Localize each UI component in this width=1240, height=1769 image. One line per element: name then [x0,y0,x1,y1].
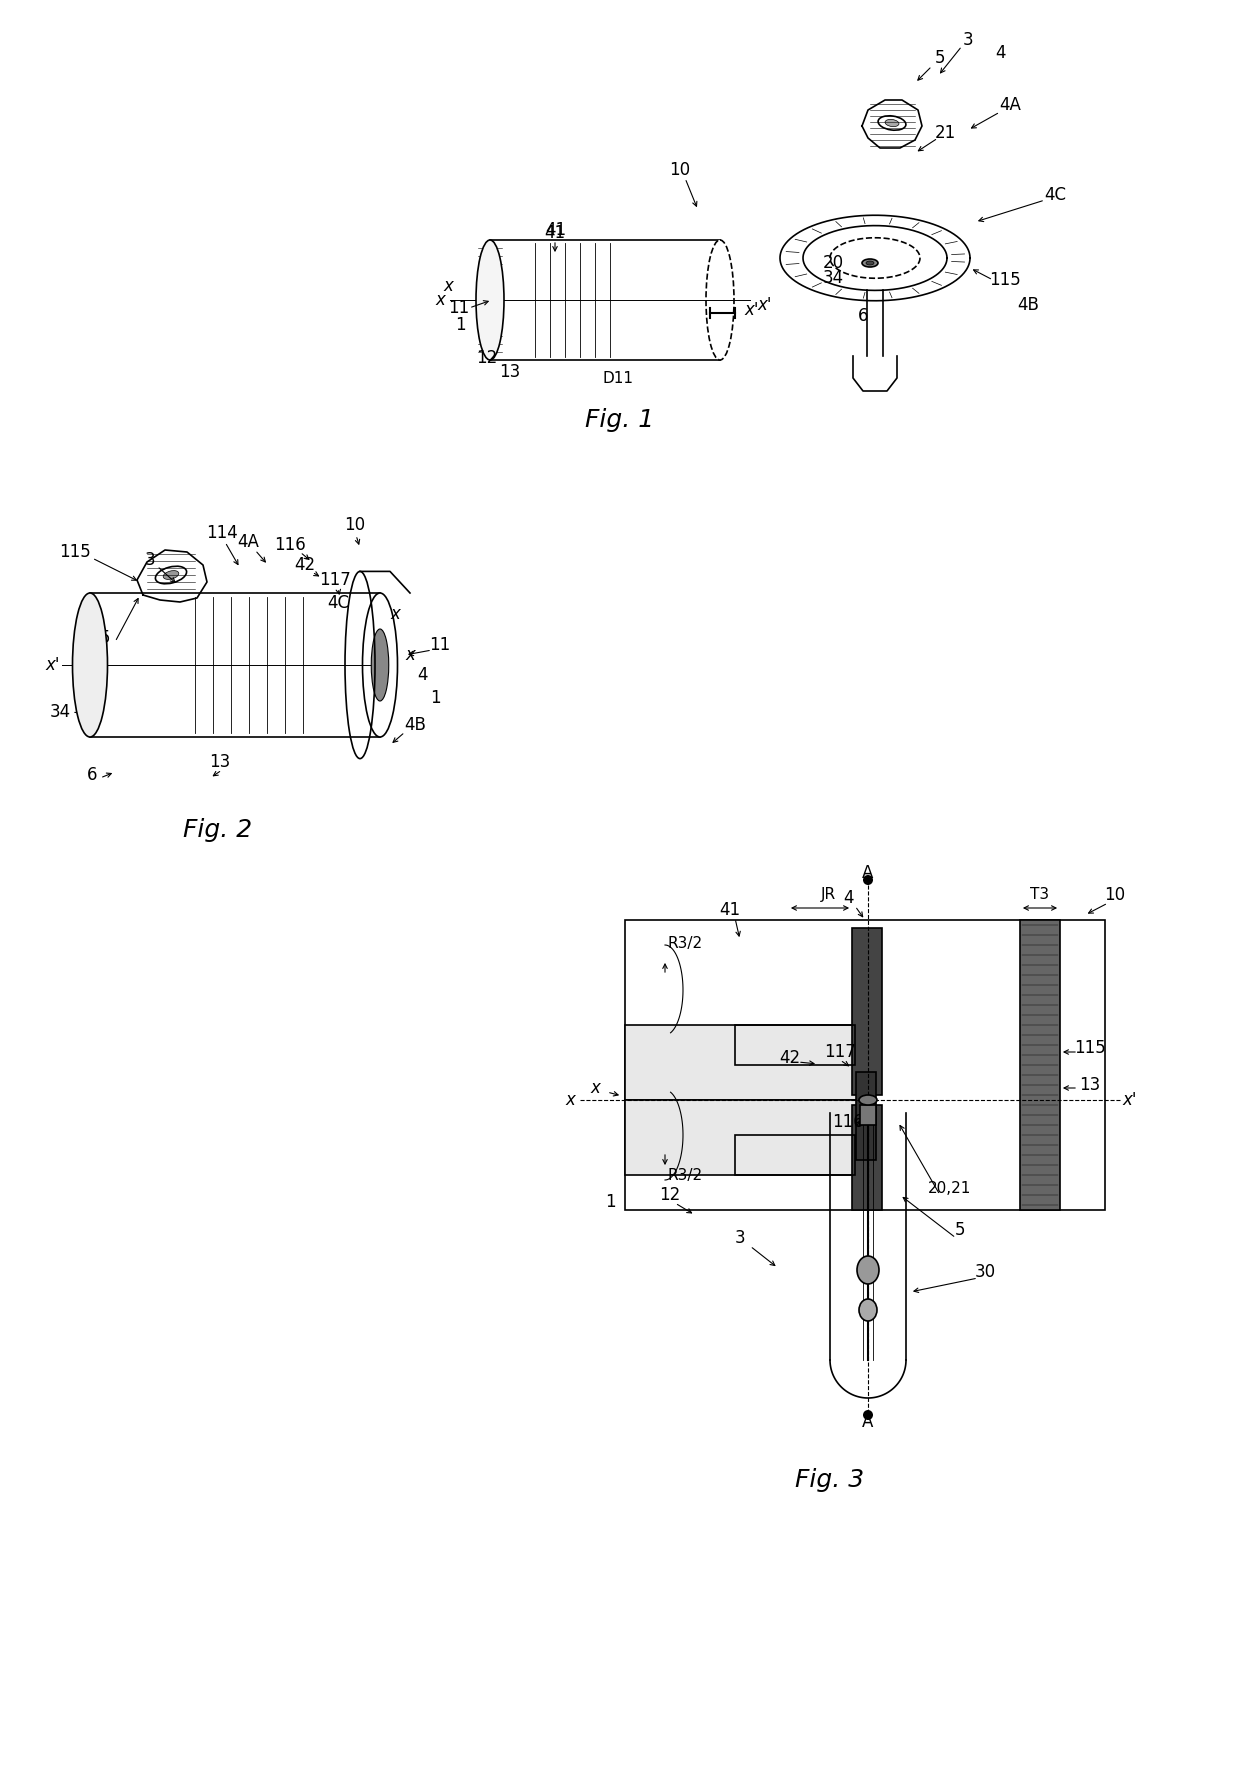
Text: 5: 5 [955,1221,965,1238]
Text: A: A [862,863,874,883]
Text: Fig. 1: Fig. 1 [585,409,655,432]
Text: Fig. 2: Fig. 2 [184,817,253,842]
Ellipse shape [72,593,108,738]
Text: A: A [862,1413,874,1431]
Ellipse shape [866,262,874,265]
Text: 1: 1 [430,688,440,708]
Bar [856,1072,875,1160]
Text: 117: 117 [825,1044,856,1061]
Ellipse shape [164,571,179,580]
Text: 1: 1 [455,317,465,334]
Text: x: x [443,278,453,295]
Text: 10: 10 [670,161,691,179]
Bar [861,1106,875,1125]
Ellipse shape [371,630,389,701]
Ellipse shape [476,241,503,361]
Text: x': x' [745,301,759,318]
Text: 6: 6 [87,766,97,784]
Bar [852,929,882,1095]
Text: 4: 4 [994,44,1006,62]
Text: D11: D11 [603,370,634,386]
Text: 41: 41 [546,221,567,239]
Text: 3: 3 [962,32,973,50]
Text: 13: 13 [210,754,231,771]
Text: 12: 12 [476,348,497,366]
Text: 4A: 4A [999,96,1021,113]
Text: 34: 34 [822,269,843,287]
Text: R3/2: R3/2 [667,936,703,950]
Text: JR: JR [821,886,836,902]
Text: 13: 13 [500,363,521,380]
Ellipse shape [857,1256,879,1284]
Text: 3: 3 [734,1229,745,1247]
Text: 116: 116 [832,1113,864,1130]
Text: 21: 21 [935,124,956,142]
Text: 42: 42 [294,555,315,573]
Text: 20: 20 [822,255,843,272]
Text: 4A: 4A [237,532,259,550]
Ellipse shape [885,119,899,127]
Text: x: x [590,1079,600,1097]
Text: 42: 42 [780,1049,801,1067]
Ellipse shape [859,1298,877,1321]
Text: x: x [405,646,415,663]
Text: Fig. 3: Fig. 3 [795,1468,864,1491]
Text: 4C: 4C [1044,186,1066,203]
Text: x: x [391,605,401,623]
Text: 41: 41 [719,900,740,920]
Text: 41: 41 [544,225,565,242]
Bar [625,920,1105,1210]
Text: 20,21: 20,21 [929,1180,972,1196]
Bar [1021,920,1060,1210]
Text: 4B: 4B [1017,295,1039,315]
Text: x': x' [758,295,773,315]
Text: 115: 115 [60,543,91,561]
Text: 116: 116 [274,536,306,554]
Circle shape [863,876,873,884]
Ellipse shape [859,1095,877,1106]
Text: 114: 114 [206,524,238,541]
Bar [735,1136,856,1175]
Text: 4: 4 [843,890,853,907]
Bar [625,1100,861,1175]
Bar [852,1106,882,1210]
Text: x': x' [1122,1091,1137,1109]
Text: 115: 115 [990,271,1021,288]
Text: 13: 13 [1079,1076,1101,1093]
Text: R3/2: R3/2 [667,1168,703,1182]
Text: 10: 10 [1105,886,1126,904]
Bar [735,1024,856,1065]
Text: 3: 3 [145,550,155,570]
Text: 5: 5 [99,630,110,647]
Circle shape [863,1410,873,1421]
Text: 10: 10 [345,517,366,534]
Text: 4: 4 [417,665,428,685]
Text: 11: 11 [429,637,450,655]
Text: x: x [565,1091,575,1109]
Text: T3: T3 [1030,886,1049,902]
Text: x: x [435,290,445,310]
Text: 5: 5 [935,50,945,67]
Ellipse shape [706,241,734,361]
Bar [625,1024,861,1100]
Ellipse shape [862,258,878,267]
Text: 115: 115 [1074,1038,1106,1058]
Text: 34: 34 [50,702,71,722]
Text: 6: 6 [858,308,868,325]
Text: x': x' [46,656,61,674]
Text: 1: 1 [605,1192,615,1212]
Text: 4C: 4C [327,594,348,612]
Text: 11: 11 [449,299,470,317]
Text: 4B: 4B [404,716,425,734]
Text: 117: 117 [319,571,351,589]
Ellipse shape [362,593,398,738]
Text: 30: 30 [975,1263,996,1281]
Text: 12: 12 [660,1185,681,1205]
